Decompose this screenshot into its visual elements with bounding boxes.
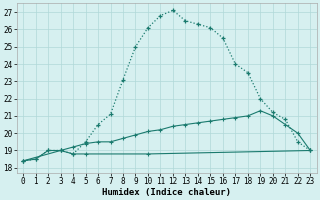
- X-axis label: Humidex (Indice chaleur): Humidex (Indice chaleur): [102, 188, 231, 197]
